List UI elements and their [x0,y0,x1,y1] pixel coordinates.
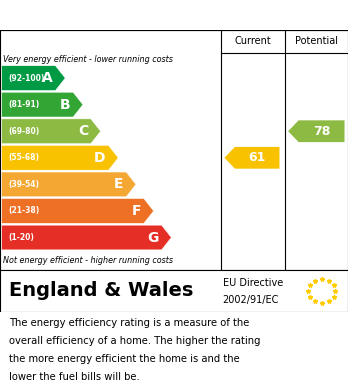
Text: A: A [42,71,53,85]
Text: Energy Efficiency Rating: Energy Efficiency Rating [9,7,219,23]
Text: Not energy efficient - higher running costs: Not energy efficient - higher running co… [3,256,174,265]
Text: (55-68): (55-68) [9,153,40,162]
Polygon shape [224,147,279,169]
Text: (21-38): (21-38) [9,206,40,215]
Text: C: C [78,124,88,138]
Text: (92-100): (92-100) [9,74,45,83]
Text: 2002/91/EC: 2002/91/EC [223,295,279,305]
Text: Current: Current [235,36,271,47]
Text: B: B [60,98,70,112]
Text: the more energy efficient the home is and the: the more energy efficient the home is an… [9,354,239,364]
Polygon shape [288,120,345,142]
Text: England & Wales: England & Wales [9,282,193,301]
Polygon shape [2,119,101,143]
Text: lower the fuel bills will be.: lower the fuel bills will be. [9,371,140,382]
Text: 78: 78 [313,125,330,138]
Text: G: G [147,231,159,244]
Text: overall efficiency of a home. The higher the rating: overall efficiency of a home. The higher… [9,336,260,346]
Text: (69-80): (69-80) [9,127,40,136]
Text: E: E [114,178,124,191]
Text: (39-54): (39-54) [9,180,40,189]
Text: Potential: Potential [295,36,338,47]
Text: (81-91): (81-91) [9,100,40,109]
Text: EU Directive: EU Directive [223,278,283,288]
Text: D: D [94,151,106,165]
Text: 61: 61 [248,151,266,164]
Text: Very energy efficient - lower running costs: Very energy efficient - lower running co… [3,56,173,65]
Text: (1-20): (1-20) [9,233,34,242]
Polygon shape [2,172,136,197]
Text: F: F [132,204,141,218]
Polygon shape [2,199,153,223]
Text: The energy efficiency rating is a measure of the: The energy efficiency rating is a measur… [9,318,249,328]
Polygon shape [2,66,65,90]
Polygon shape [2,145,118,170]
Polygon shape [2,225,171,250]
Polygon shape [2,92,83,117]
